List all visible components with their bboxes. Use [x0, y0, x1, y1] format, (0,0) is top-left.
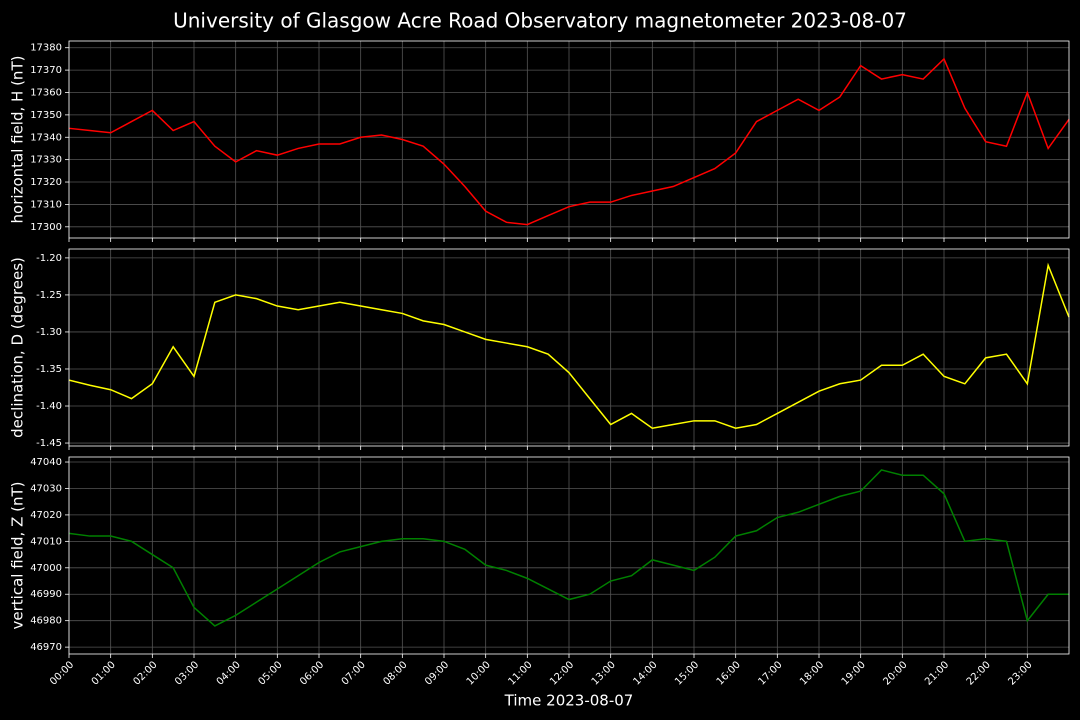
data-line	[68, 469, 1069, 627]
y-tick-label: 17370	[30, 65, 62, 76]
y-tick-label: 17300	[30, 222, 62, 233]
data-line	[68, 262, 1070, 430]
y-tick-label: 46990	[30, 589, 62, 600]
y-tick-label: 46980	[30, 616, 62, 627]
axes-frame	[68, 456, 1070, 655]
x-axis-label: Time 2023-08-07	[504, 692, 634, 710]
figure-title: University of Glasgow Acre Road Observat…	[173, 9, 907, 33]
y-tick-label: 17360	[30, 87, 62, 98]
y-tick-label: -1.20	[36, 253, 62, 264]
y-tick-label: 17340	[30, 132, 62, 143]
y-tick-label: 47020	[30, 510, 62, 521]
y-tick-label: 17350	[30, 110, 62, 121]
y-tick-label: -1.30	[36, 327, 62, 338]
axes-frame	[68, 40, 1070, 239]
y-tick-label: -1.35	[36, 364, 62, 375]
y-axis-label: declination, D (degrees)	[9, 257, 27, 438]
data-line	[68, 57, 1070, 226]
y-tick-label: -1.25	[36, 290, 62, 301]
y-axis-label: vertical field, Z (nT)	[9, 481, 27, 629]
y-tick-label: 17310	[30, 199, 62, 210]
y-tick-label: 17380	[30, 43, 62, 54]
y-tick-label: 47000	[30, 563, 62, 574]
y-tick-label: 17330	[30, 155, 62, 166]
y-tick-label: -1.40	[36, 401, 62, 412]
y-tick-label: 17320	[30, 177, 62, 188]
y-tick-label: 47040	[30, 457, 62, 468]
y-tick-label: 47010	[30, 536, 62, 547]
axes-frame	[68, 248, 1070, 447]
y-tick-label: -1.45	[36, 438, 62, 449]
y-tick-label: 46970	[30, 642, 62, 653]
y-axis-label: horizontal field, H (nT)	[9, 56, 27, 224]
y-tick-label: 47030	[30, 483, 62, 494]
